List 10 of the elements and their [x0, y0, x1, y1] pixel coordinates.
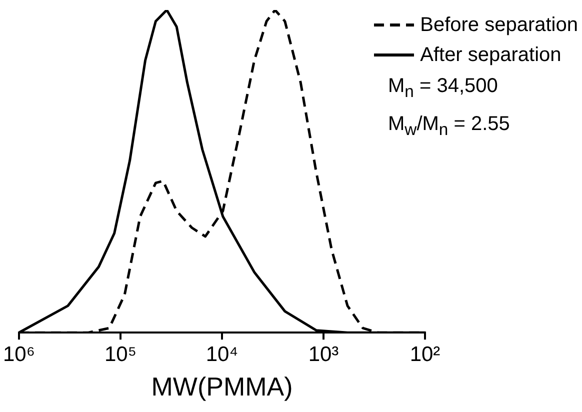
x-tick-label: 10³ [308, 342, 339, 366]
annotation: M$_{n}$ = 34,500 [388, 74, 499, 103]
x-tick-label: 10⁶ [2, 342, 36, 366]
x-tick-label: 10² [410, 342, 440, 366]
legend-label: After separation [420, 43, 562, 68]
x-tick-label: 10⁵ [104, 342, 137, 366]
legend-label: Before separation [420, 13, 578, 38]
x-axis-title: MW(PMMA) [151, 372, 293, 402]
x-tick-label: 10⁴ [206, 342, 238, 366]
annotation: M$_{w}$/M$_{n}$ = 2.55 [388, 112, 510, 141]
